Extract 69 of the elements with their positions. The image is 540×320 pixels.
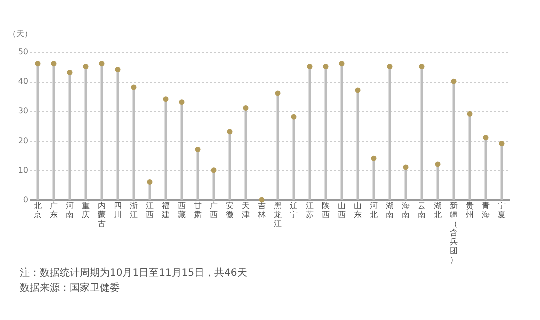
x-tick-label: 江苏 [306, 202, 314, 220]
point [355, 88, 361, 94]
point [67, 70, 73, 76]
x-tick-label: 贵州 [466, 202, 474, 220]
point [499, 141, 505, 146]
x-tick-label: 湖南 [386, 202, 394, 220]
point [35, 61, 41, 67]
x-tick-label: 江西 [146, 202, 154, 220]
point [179, 100, 185, 106]
x-tick-label: 黑龙江 [274, 202, 282, 228]
x-tick-label: 河南 [66, 202, 74, 220]
y-tick-label: 50 [18, 48, 28, 56]
x-tick-label: 青海 [482, 202, 490, 220]
point [227, 129, 233, 135]
source-note: 数据来源：国家卫健委 [20, 282, 120, 294]
x-tick-label: 广西 [210, 202, 218, 220]
x-tick-label: 福建 [161, 202, 170, 220]
point [403, 164, 409, 170]
point [291, 114, 297, 120]
point [275, 90, 281, 96]
point [259, 197, 265, 203]
x-tick-label: 重庆 [82, 202, 90, 220]
point [483, 135, 489, 141]
x-tick-label: 山东 [354, 202, 362, 220]
point [419, 64, 425, 70]
point [435, 162, 441, 168]
text: 注：数据统计周期为10月1日至11月15日，共46天 [20, 267, 248, 279]
point [83, 64, 89, 70]
point [451, 78, 457, 84]
x-tick-label: 海南 [402, 202, 410, 220]
x-tick-label: 河北 [370, 202, 378, 220]
x-tick-label: 宁夏 [498, 202, 506, 220]
y-tick-label: 40 [18, 77, 28, 86]
x-tick-label: 广东 [50, 202, 58, 220]
x-tick-label: 内蒙古 [98, 202, 106, 228]
point [51, 61, 57, 67]
y-tick-label: 20 [18, 136, 28, 146]
point [387, 64, 393, 70]
x-tick-label: 新疆（含兵团） [450, 202, 458, 264]
point [147, 180, 153, 185]
point [195, 146, 201, 152]
y-axis-title: （天） [8, 30, 32, 38]
point [307, 64, 313, 70]
point [115, 67, 121, 72]
point [339, 61, 345, 67]
y-tick-label: 10 [18, 166, 28, 175]
point [243, 106, 249, 111]
point [163, 96, 169, 102]
x-tick-label: 天津 [242, 202, 250, 220]
x-tick-label: 吉林 [257, 202, 266, 220]
x-tick-label: 陕西 [322, 202, 330, 220]
x-tick-label: 甘肃 [194, 202, 202, 220]
x-tick-label: 西藏 [178, 202, 186, 220]
point [371, 156, 377, 162]
point [211, 168, 217, 174]
x-tick-label: 安徽 [226, 202, 234, 220]
x-tick-label: 云南 [418, 202, 426, 220]
x-tick-label: 山西 [338, 202, 346, 220]
y-tick-label: 0 [23, 196, 28, 204]
y-tick-label: 30 [18, 106, 28, 116]
x-tick-label: 湖北 [434, 202, 442, 220]
point [323, 64, 329, 70]
point [99, 61, 105, 67]
point [467, 111, 473, 117]
x-tick-label: 北京 [34, 202, 42, 220]
x-tick-label: 辽宁 [290, 202, 298, 220]
point [131, 84, 137, 90]
x-tick-label: 四川 [114, 202, 122, 220]
x-tick-label: 浙江 [130, 202, 138, 220]
